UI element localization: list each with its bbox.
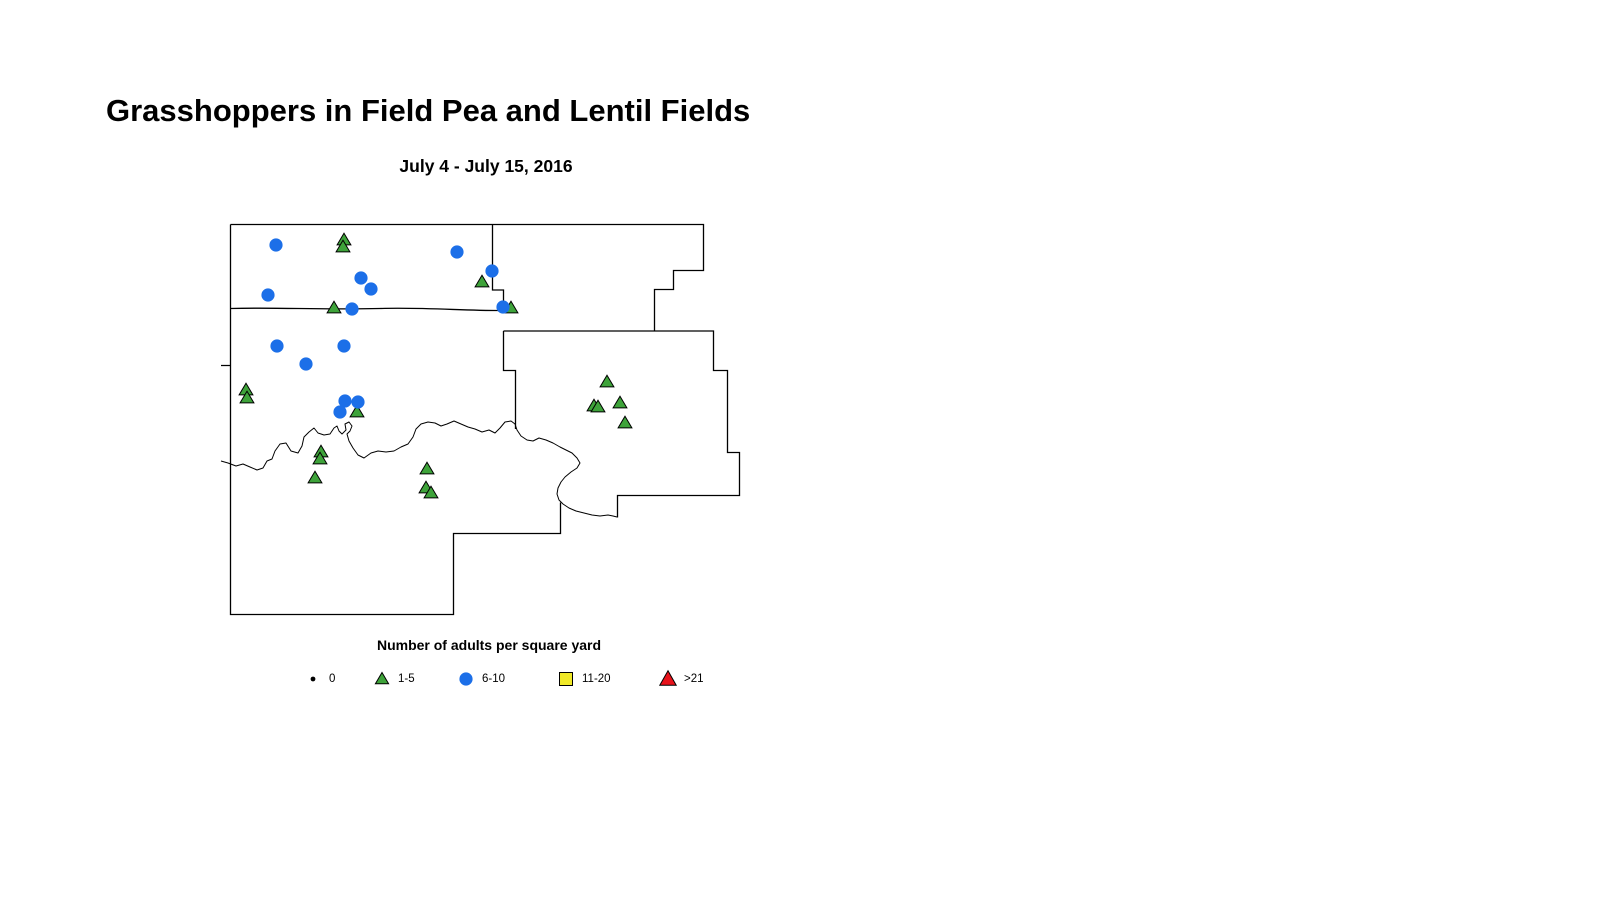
map-point-1-5	[423, 485, 439, 499]
map-point-6-10	[450, 245, 464, 259]
map-point-6-10	[354, 271, 368, 285]
chart-title: Grasshoppers in Field Pea and Lentil Fie…	[106, 93, 751, 128]
large-triangle-icon	[658, 669, 678, 686]
legend-item-6-10: 6-10	[456, 667, 505, 691]
map-point-1-5	[349, 404, 365, 418]
map-point-6-10	[261, 288, 275, 302]
chart-subtitle: July 4 - July 15, 2016	[399, 156, 573, 176]
legend-item-11-20: 11-20	[556, 667, 611, 691]
county-boundaries	[221, 223, 741, 616]
legend-item-0: 0	[303, 667, 335, 691]
map-point-1-5	[474, 274, 490, 288]
map-point-1-5	[617, 415, 633, 429]
map-point-6-10	[270, 339, 284, 353]
map-point-1-5	[419, 461, 435, 475]
map-point-6-10	[351, 395, 365, 409]
square-icon	[559, 672, 573, 686]
map-point-6-10	[485, 264, 499, 278]
map-point-1-5	[599, 374, 615, 388]
circle-icon	[459, 672, 473, 686]
map-point-6-10	[269, 238, 283, 252]
map-point-1-5	[612, 395, 628, 409]
map-point-6-10	[364, 282, 378, 296]
triangle-icon	[374, 671, 390, 685]
map-point-1-5	[590, 399, 606, 413]
small-dot-icon	[310, 676, 316, 682]
map-point-1-5	[335, 239, 351, 253]
river-path	[220, 420, 618, 518]
map-point-6-10	[299, 357, 313, 371]
map-point-1-5	[312, 451, 328, 465]
legend-item-label: 11-20	[582, 673, 611, 685]
map-point-6-10	[338, 394, 352, 408]
legend-item-21plus: >21	[658, 667, 704, 691]
map-point-1-5	[326, 300, 342, 314]
map-points-layer	[238, 232, 633, 499]
legend-title: Number of adults per square yard	[376, 637, 602, 653]
legend-item-1-5: 1-5	[372, 667, 415, 691]
map-point-1-5	[239, 390, 255, 404]
legend-item-label: 6-10	[482, 673, 506, 685]
legend-item-label: 1-5	[398, 673, 415, 685]
map-point-6-10	[333, 405, 347, 419]
map-point-6-10	[337, 339, 351, 353]
map-point-1-5	[307, 470, 323, 484]
map-point-6-10	[496, 300, 510, 314]
legend-item-label: 0	[329, 673, 336, 685]
legend-item-label: >21	[684, 673, 704, 685]
map-point-6-10	[345, 302, 359, 316]
